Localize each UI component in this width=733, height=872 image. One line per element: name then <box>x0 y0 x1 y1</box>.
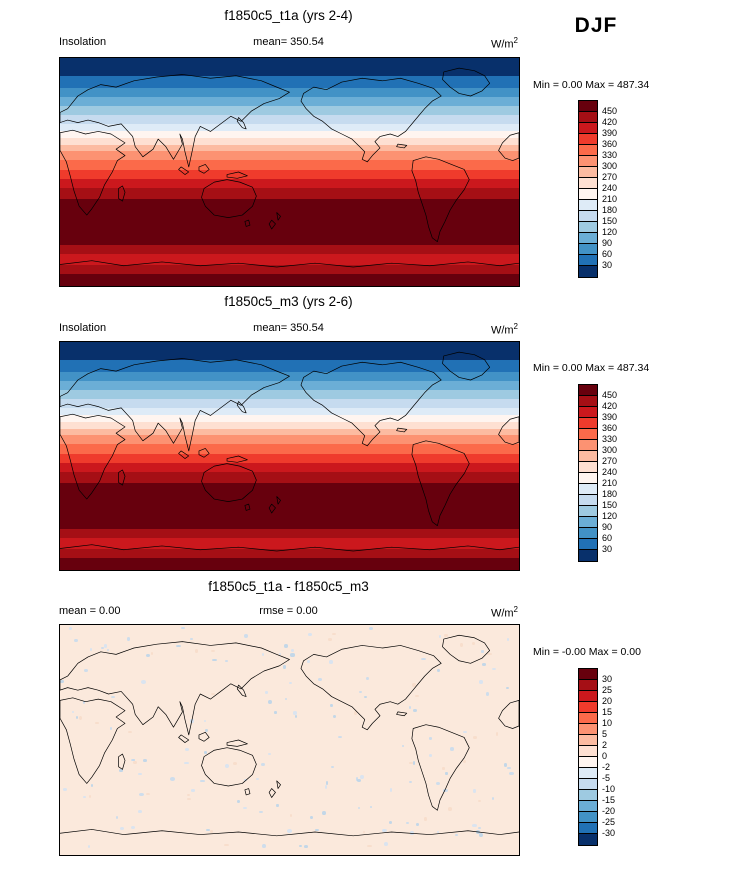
panel2-zonal-bands <box>60 342 519 570</box>
panel2-variable-label: Insolation <box>59 322 107 334</box>
panel1-units-label: W/m2 <box>490 36 518 51</box>
panel1-map <box>59 57 520 287</box>
panel2-meta: Insolation mean= 350.54 W/m2 <box>59 322 518 337</box>
panel1-zonal-bands <box>60 58 519 286</box>
panel3-meta: mean = 0.00 rmse = 0.00 W/m2 <box>59 605 518 620</box>
panel3-mean-label: mean = 0.00 <box>59 605 121 617</box>
panel3-rmse-label: rmse = 0.00 <box>259 605 318 617</box>
panel1-colorbar <box>578 100 598 278</box>
panel2-colorbar <box>578 384 598 562</box>
panel2-mean-label: mean= 350.54 <box>253 322 324 334</box>
panel1-colorbar-labels: 450 420 390 360 330 300 270 240 210 180 150 120 90 60… <box>602 106 618 270</box>
panel1-minmax-label: Min = 0.00 Max = 487.34 <box>533 79 650 91</box>
panel3-difference-field <box>60 625 519 855</box>
season-label: DJF <box>574 14 618 37</box>
panel3-difference-map <box>59 624 520 856</box>
panel3-units-label: W/m2 <box>490 605 518 620</box>
panel3-colorbar-labels: 30 25 20 15 10 5 2 0 -2 -5 -10 -15 -20 -25 -30 <box>602 674 616 838</box>
panel1-meta: Insolation mean= 350.54 W/m2 <box>59 36 518 51</box>
panel2-colorbar-labels: 450 420 390 360 330 300 270 240 210 180 150 120 90 60… <box>602 390 618 554</box>
panel2-units-label: W/m2 <box>490 322 518 337</box>
panel2-map <box>59 341 520 571</box>
panel1-title: f1850c5_t1a (yrs 2-4) <box>224 8 353 23</box>
panel1-variable-label: Insolation <box>59 36 107 48</box>
panel3-colorbar <box>578 668 598 846</box>
panel3-minmax-label: Min = -0.00 Max = 0.00 <box>533 646 641 658</box>
panel2-minmax-label: Min = 0.00 Max = 487.34 <box>533 362 650 374</box>
panel2-title: f1850c5_m3 (yrs 2-6) <box>224 294 353 309</box>
panel3-title: f1850c5_t1a - f1850c5_m3 <box>208 579 369 594</box>
panel1-mean-label: mean= 350.54 <box>253 36 324 48</box>
